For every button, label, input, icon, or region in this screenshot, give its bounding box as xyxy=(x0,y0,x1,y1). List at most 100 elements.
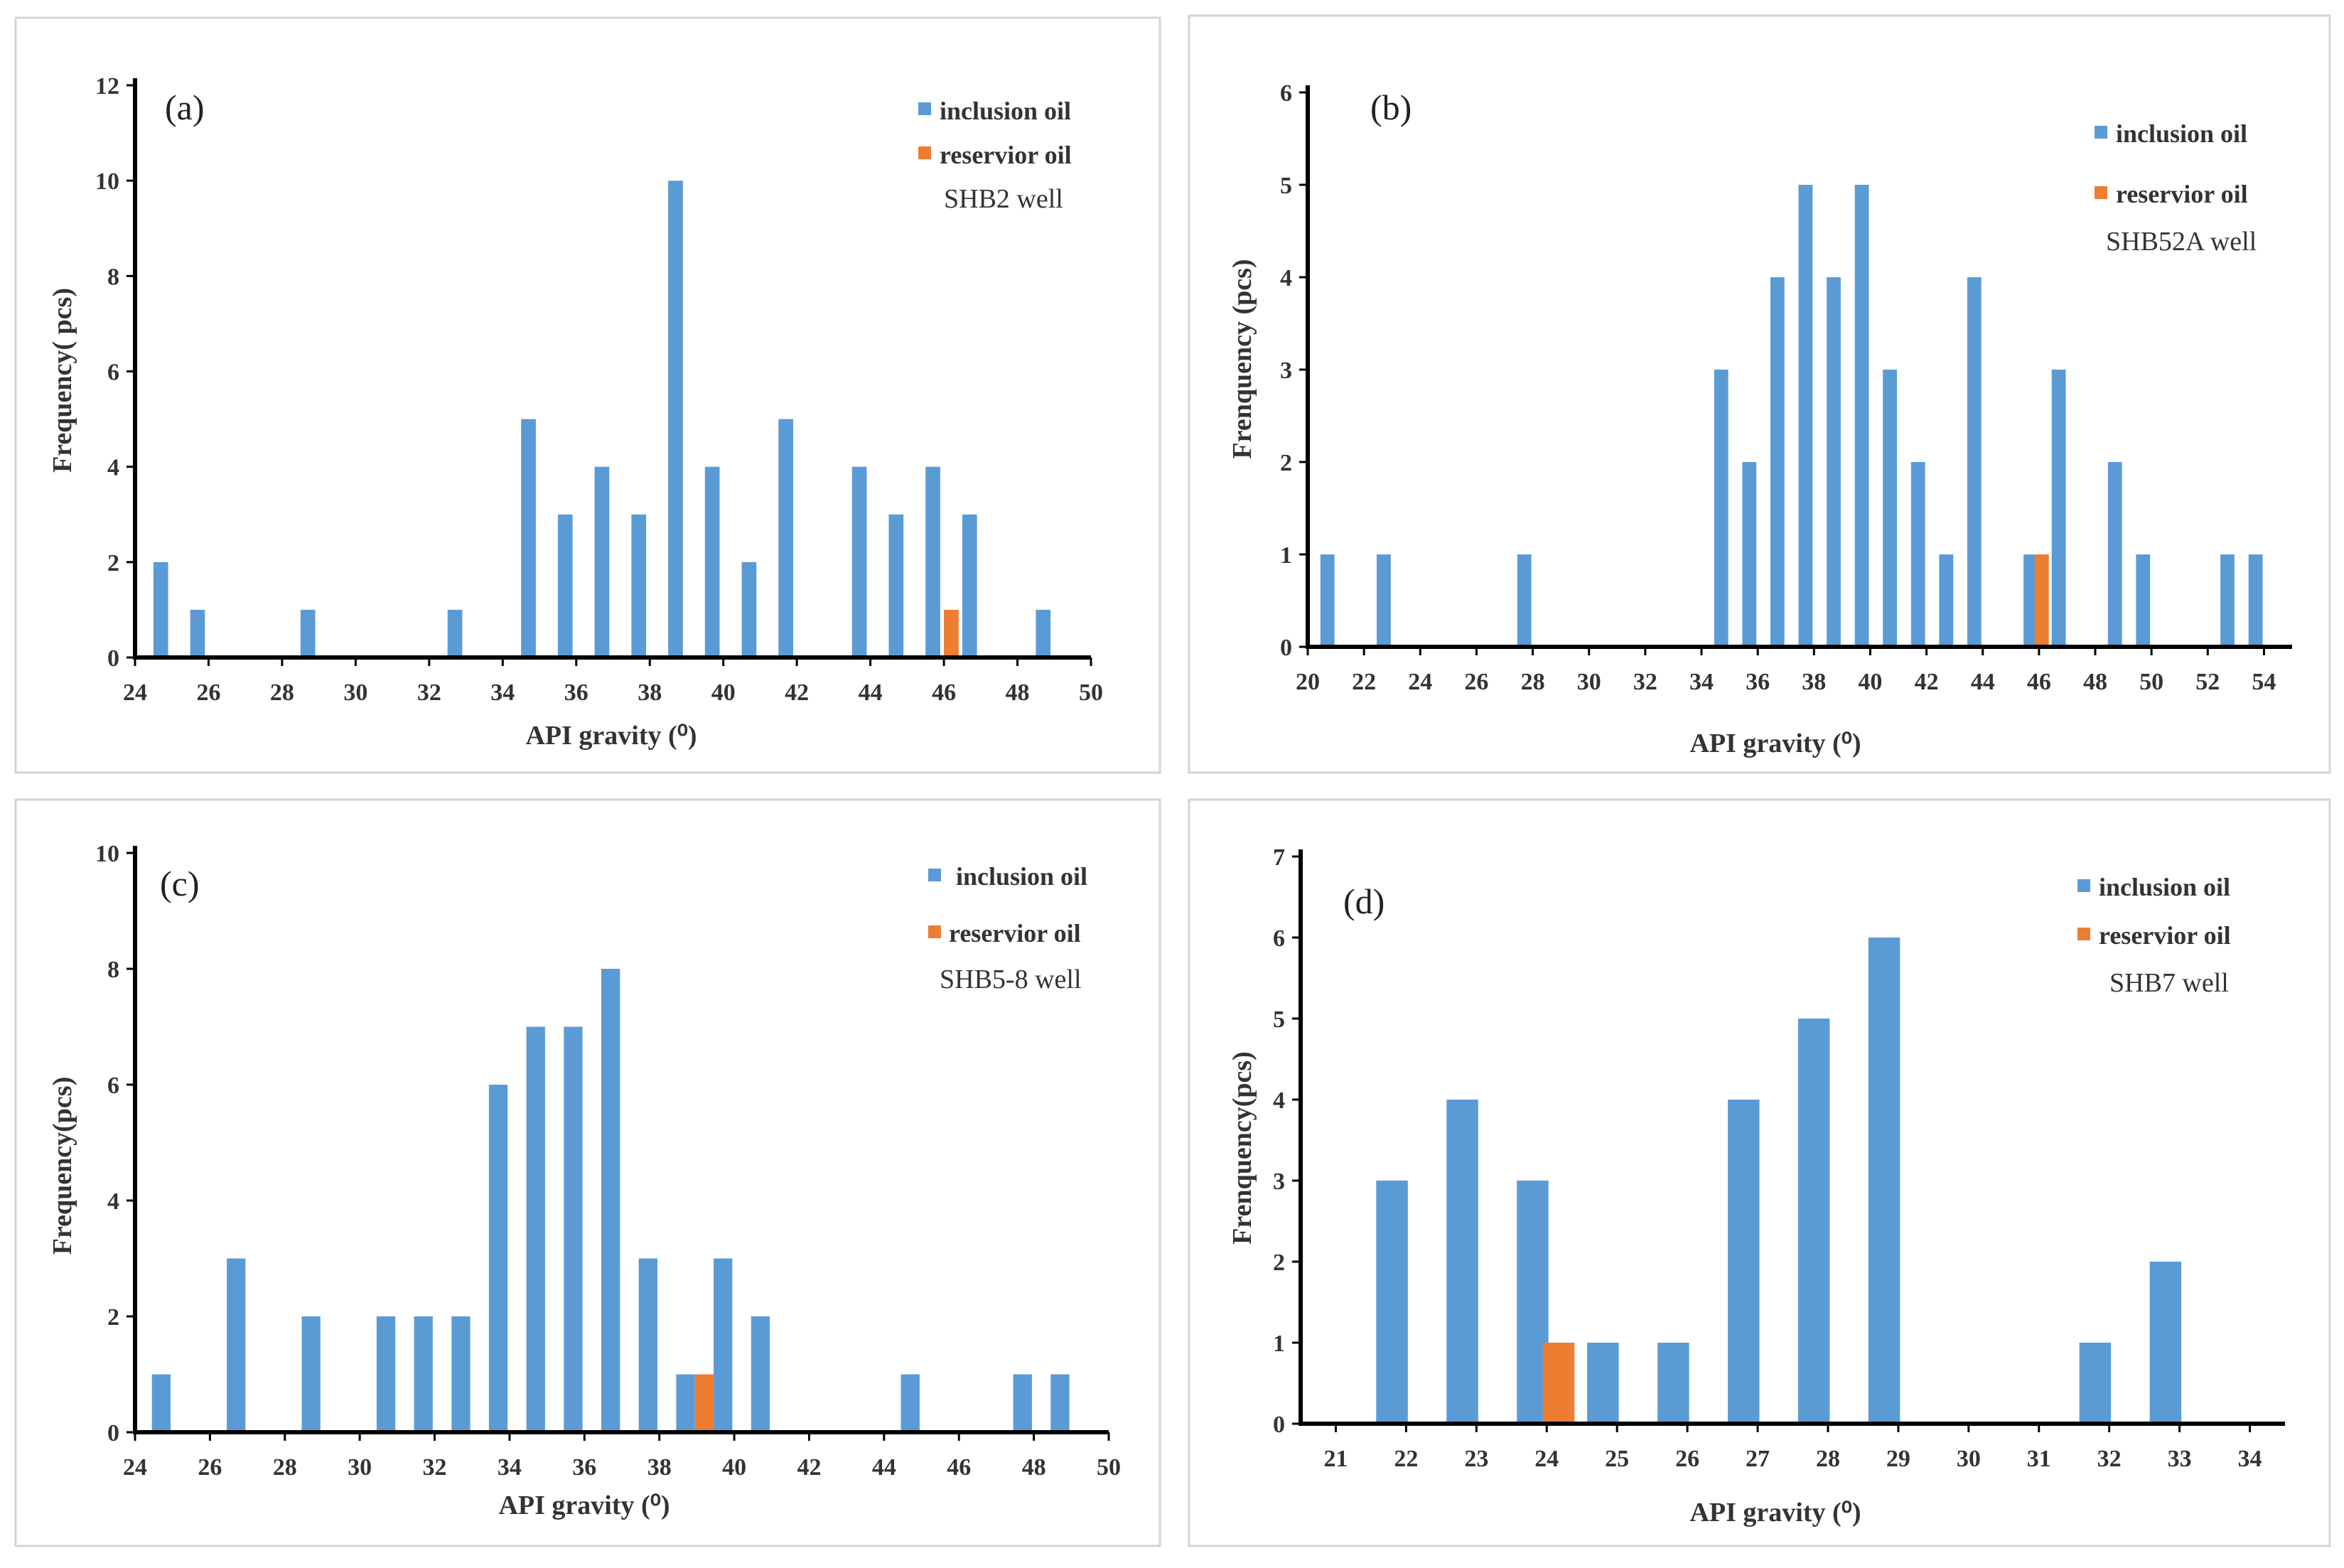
inclusion-oil-bar xyxy=(1798,185,1813,647)
panel-a: (a) inclusion oil reservior oil SHB2 wel… xyxy=(14,16,1161,774)
reservoir-oil-bar xyxy=(694,1374,714,1432)
inclusion-oil-bar xyxy=(1657,1343,1689,1424)
y-tick-label: 1 xyxy=(1273,1331,1285,1357)
inclusion-oil-bar xyxy=(1910,462,1925,647)
reservoir-oil-bar xyxy=(2034,554,2049,647)
legend-reservoir-swatch xyxy=(2077,928,2090,940)
legend-reservoir-label: reservior oil xyxy=(2099,921,2231,950)
x-tick-label: 36 xyxy=(1746,669,1770,695)
x-tick-label: 52 xyxy=(2195,669,2220,695)
panel-c: (c) inclusion oil reservior oil SHB5-8 w… xyxy=(14,798,1161,1547)
well-label: SHB5-8 well xyxy=(940,965,1082,994)
x-tick-label: 20 xyxy=(1296,669,1320,695)
y-tick-label: 6 xyxy=(1280,80,1292,107)
inclusion-oil-bar xyxy=(638,1258,657,1432)
inclusion-oil-bar xyxy=(488,1085,508,1432)
reservoir-oil-bar xyxy=(944,609,959,657)
x-tick-label: 33 xyxy=(2168,1446,2192,1472)
x-tick-label: 27 xyxy=(1746,1446,1770,1472)
inclusion-oil-bar xyxy=(900,1374,920,1432)
x-tick-label: 28 xyxy=(273,1454,297,1481)
legend-inclusion-swatch xyxy=(918,102,931,115)
x-tick-label: 48 xyxy=(1006,680,1030,706)
panel-c-frame xyxy=(14,798,1161,1547)
x-tick-label: 34 xyxy=(2238,1446,2262,1472)
legend-inclusion-label: inclusion oil xyxy=(940,97,1071,125)
legend-reservoir-swatch xyxy=(2095,186,2107,199)
x-tick-label: 34 xyxy=(490,680,515,706)
x-tick-label: 22 xyxy=(1352,669,1376,695)
legend-reservoir-swatch xyxy=(928,925,941,938)
y-tick-label: 6 xyxy=(107,1073,119,1099)
inclusion-oil-bar xyxy=(1742,462,1757,647)
x-tick-label: 23 xyxy=(1464,1446,1488,1472)
x-tick-label: 32 xyxy=(423,1454,447,1481)
inclusion-oil-bar xyxy=(601,969,620,1432)
y-tick-label: 0 xyxy=(1280,635,1292,661)
inclusion-oil-bar xyxy=(1770,277,1785,647)
x-tick-label: 24 xyxy=(123,680,147,706)
inclusion-oil-bar xyxy=(1587,1343,1619,1424)
inclusion-oil-bar xyxy=(1446,1100,1478,1424)
x-tick-label: 30 xyxy=(1577,669,1601,695)
y-tick-label: 3 xyxy=(1280,358,1292,384)
legend-inclusion-label: inclusion oil xyxy=(2116,119,2247,148)
x-tick-label: 46 xyxy=(947,1454,971,1481)
panel-a-label: (a) xyxy=(165,87,205,127)
x-axis-title: API gravity (⁰) xyxy=(1689,1498,1861,1527)
x-tick-label: 42 xyxy=(785,680,809,706)
x-tick-label: 28 xyxy=(1816,1446,1840,1472)
x-tick-label: 21 xyxy=(1323,1446,1348,1472)
inclusion-oil-bar xyxy=(2107,462,2122,647)
y-tick-label: 0 xyxy=(107,645,119,672)
x-tick-label: 40 xyxy=(722,1454,746,1481)
well-label: SHB52A well xyxy=(2106,227,2257,257)
x-tick-label: 24 xyxy=(1408,669,1432,695)
legend-inclusion-swatch xyxy=(2095,126,2107,139)
x-tick-label: 26 xyxy=(196,680,220,706)
y-tick-label: 6 xyxy=(1273,925,1285,952)
inclusion-oil-bar xyxy=(751,1316,770,1432)
y-tick-label: 4 xyxy=(107,1188,119,1215)
inclusion-oil-bar xyxy=(594,466,610,657)
inclusion-oil-bar xyxy=(521,419,536,657)
inclusion-oil-bar xyxy=(300,609,316,657)
y-tick-label: 4 xyxy=(1273,1088,1285,1114)
x-tick-label: 30 xyxy=(348,1454,372,1481)
x-tick-label: 40 xyxy=(1858,669,1882,695)
inclusion-oil-bar xyxy=(1517,554,1532,647)
inclusion-oil-bar xyxy=(714,1258,733,1432)
panel-c-label: (c) xyxy=(160,864,200,903)
x-tick-label: 48 xyxy=(1022,1454,1046,1481)
inclusion-oil-bar xyxy=(888,514,904,658)
inclusion-oil-bar xyxy=(704,466,720,657)
inclusion-oil-bar xyxy=(1827,277,1841,647)
well-label: SHB2 well xyxy=(944,184,1063,214)
y-tick-label: 5 xyxy=(1273,1006,1285,1033)
inclusion-oil-bar xyxy=(447,609,463,657)
inclusion-oil-bar xyxy=(1376,1181,1408,1424)
legend-inclusion-label: inclusion oil xyxy=(2099,873,2230,901)
x-tick-label: 38 xyxy=(1802,669,1826,695)
x-tick-label: 25 xyxy=(1605,1446,1629,1472)
inclusion-oil-bar xyxy=(668,181,683,657)
inclusion-oil-bar xyxy=(1939,554,1954,647)
x-tick-label: 32 xyxy=(417,680,441,706)
inclusion-oil-bar xyxy=(1050,1374,1070,1432)
inclusion-oil-bar xyxy=(741,562,757,657)
x-axis-title: API gravity (⁰) xyxy=(1689,729,1861,758)
inclusion-oil-bar xyxy=(962,514,977,658)
legend-reservoir-label: reservior oil xyxy=(940,141,1072,169)
inclusion-oil-bar xyxy=(2023,554,2038,647)
x-tick-label: 36 xyxy=(572,1454,596,1481)
inclusion-oil-bar xyxy=(676,1374,695,1432)
inclusion-oil-bar xyxy=(151,1374,171,1432)
y-tick-label: 4 xyxy=(107,455,119,481)
inclusion-oil-bar xyxy=(153,562,168,657)
inclusion-oil-bar xyxy=(2051,370,2066,647)
y-tick-label: 10 xyxy=(95,841,119,867)
y-tick-label: 6 xyxy=(107,360,119,386)
inclusion-oil-bar xyxy=(414,1316,433,1432)
